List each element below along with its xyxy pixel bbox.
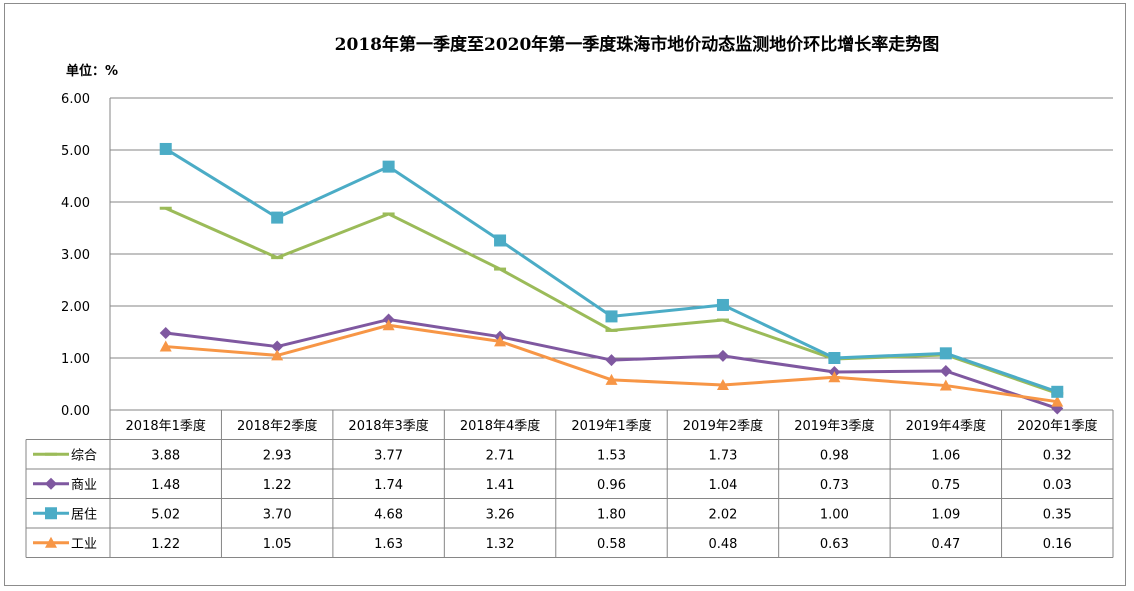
data-label: 0.32 [1043,448,1072,463]
y-tick-label: 4.00 [61,196,90,211]
data-point [828,371,841,383]
data-label: 0.03 [1043,478,1072,493]
data-label: 3.88 [151,448,180,463]
data-label: 3.26 [486,507,515,522]
data-point [159,327,172,340]
x-tick-label: 2019年4季度 [906,418,986,434]
data-label: 0.73 [820,478,849,493]
legend-label: 商业 [71,478,97,493]
data-label: 1.32 [486,537,515,552]
data-label: 0.58 [597,537,626,552]
data-label: 1.41 [486,478,515,493]
data-point [382,160,395,173]
data-label: 0.35 [1043,507,1072,522]
data-point [271,349,284,361]
data-label: 1.00 [820,507,849,522]
data-label: 1.53 [597,448,626,463]
data-point [382,319,395,331]
data-label: 2.71 [486,448,515,463]
data-label: 1.06 [931,448,960,463]
data-label: 1.05 [263,537,292,552]
data-point [605,310,618,323]
x-tick-label: 2020年1季度 [1017,418,1097,434]
data-point [494,335,507,347]
data-point [939,379,952,391]
data-label: 2.93 [263,448,292,463]
y-tick-label: 0.00 [61,404,90,419]
data-label: 1.73 [708,448,737,463]
x-tick-label: 2018年3季度 [348,418,428,434]
y-tick-label: 2.00 [61,300,90,315]
data-label: 1.22 [151,537,180,552]
data-label: 5.02 [151,507,180,522]
chart-frame [4,3,1126,586]
data-point [605,354,618,367]
data-point [1051,385,1064,398]
legend-label: 居住 [71,507,97,522]
data-point [939,347,952,360]
x-tick-label: 2019年2季度 [683,418,763,434]
legend-marker [45,536,57,548]
data-label: 0.63 [820,537,849,552]
data-label: 2.02 [708,507,737,522]
data-label: 1.09 [931,507,960,522]
data-point [271,340,284,353]
data-label: 1.22 [263,478,292,493]
data-label: 0.48 [708,537,737,552]
data-label: 3.70 [263,507,292,522]
data-label: 1.80 [597,507,626,522]
data-point [939,365,952,377]
data-label: 0.75 [931,478,960,493]
data-label: 1.48 [151,478,180,493]
data-point [716,298,729,311]
data-point [716,379,729,391]
y-tick-label: 3.00 [61,248,90,263]
y-tick-label: 1.00 [61,352,90,367]
data-point [159,340,172,352]
legend-label: 综合 [71,448,97,463]
data-label: 0.47 [931,537,960,552]
data-point [159,142,172,155]
legend-marker [45,477,57,490]
data-label: 0.96 [597,478,626,493]
unit-label: 单位：% [66,64,119,79]
data-point [1051,395,1064,407]
data-label: 1.74 [374,478,403,493]
data-point [271,211,284,224]
data-label: 4.68 [374,507,403,522]
y-tick-label: 5.00 [61,144,90,159]
chart-title: 2018年第一季度至2020年第一季度珠海市地价动态监测地价环比增长率走势图 [334,35,940,55]
data-point [828,352,841,364]
x-tick-label: 2018年1季度 [126,418,206,434]
legend-label: 工业 [71,537,97,552]
data-label: 0.98 [820,448,849,463]
x-tick-label: 2018年2季度 [237,418,317,434]
x-tick-label: 2019年1季度 [571,418,651,434]
x-tick-label: 2019年3季度 [794,418,874,434]
y-tick-label: 6.00 [61,92,90,107]
data-label: 3.77 [374,448,403,463]
data-label: 1.63 [374,537,403,552]
data-point [716,349,729,362]
legend-marker [45,507,57,520]
x-tick-label: 2018年4季度 [460,418,540,434]
data-point [605,373,618,385]
data-point [494,234,507,247]
data-label: 0.16 [1043,537,1072,552]
data-label: 1.04 [708,478,737,493]
